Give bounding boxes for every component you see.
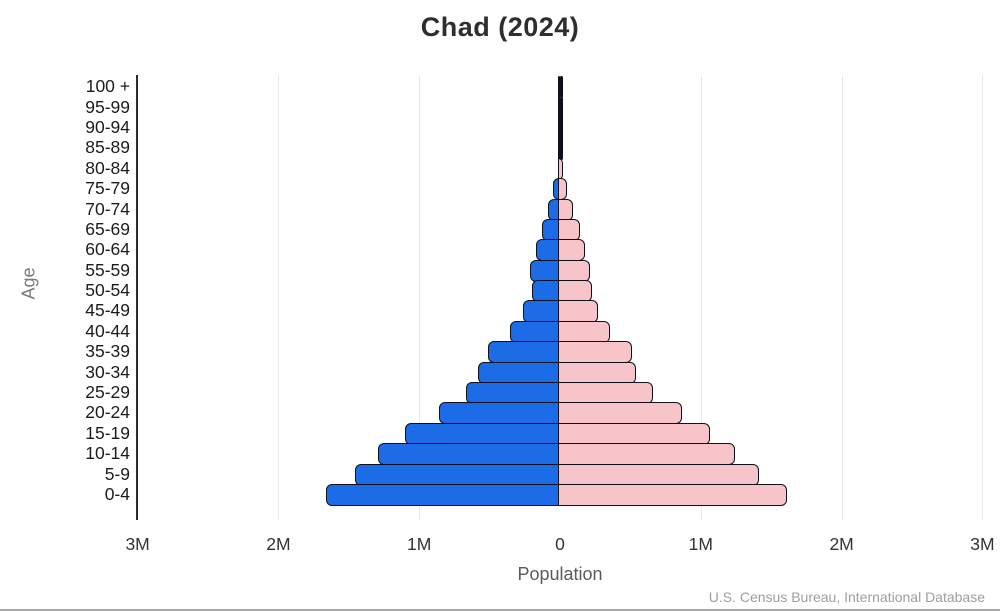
bar-female-95-99 — [560, 96, 563, 119]
bar-male-35-39 — [487, 341, 562, 364]
bar-male-25-29 — [466, 382, 562, 405]
gridline-2m — [278, 75, 280, 520]
bar-female-30-34 — [558, 361, 637, 384]
gridline-1m — [700, 75, 702, 520]
bar-male-10-14 — [378, 443, 562, 466]
age-label-80-84: 80-84 — [85, 157, 130, 178]
age-label-40-44: 40-44 — [85, 320, 130, 341]
bar-female-85-89 — [560, 137, 563, 160]
bar-female-55-59 — [558, 259, 590, 282]
bar-male-15-19 — [404, 422, 562, 445]
bar-female-45-49 — [558, 300, 598, 323]
bar-female-70-74 — [558, 198, 573, 221]
gridline-3m — [982, 75, 984, 520]
age-label-65-69: 65-69 — [85, 218, 130, 239]
bar-male-95-99 — [557, 96, 560, 119]
bar-male-40-44 — [510, 320, 562, 343]
x-tick-right-3m: 3M — [970, 534, 995, 554]
bar-male-50-54 — [531, 280, 562, 303]
x-tick-right-1m: 1M — [688, 534, 713, 554]
x-tick-left-1m: 1M — [407, 534, 432, 554]
age-label-10-14: 10-14 — [85, 443, 130, 464]
age-label-90-94: 90-94 — [85, 117, 130, 138]
x-tick-0m: 0 — [555, 534, 565, 554]
y-axis-line — [136, 75, 138, 520]
gridline-2m — [841, 75, 843, 520]
age-label-25-29: 25-29 — [85, 382, 130, 402]
age-label-75-79: 75-79 — [85, 178, 130, 199]
age-label-100: 100 + — [85, 76, 130, 97]
bar-female-80-84 — [558, 157, 564, 180]
bar-male-55-59 — [529, 259, 562, 282]
x-tick-left-3m: 3M — [125, 534, 150, 554]
bar-female-100 — [560, 76, 563, 99]
bar-male-30-34 — [478, 361, 562, 384]
bar-male-45-49 — [523, 300, 562, 323]
bar-male-85-89 — [557, 137, 560, 160]
age-label-45-49: 45-49 — [85, 300, 130, 321]
bar-female-5-9 — [558, 463, 759, 486]
bar-female-90-94 — [560, 117, 563, 140]
bar-female-0-4 — [558, 483, 787, 506]
x-tick-right-2m: 2M — [829, 534, 854, 554]
bar-female-15-19 — [558, 422, 710, 445]
x-tick-left-2m: 2M — [266, 534, 291, 554]
age-label-15-19: 15-19 — [85, 422, 130, 443]
age-label-85-89: 85-89 — [85, 137, 130, 158]
bar-male-5-9 — [354, 463, 562, 486]
bottom-divider-line — [0, 609, 1000, 611]
bar-female-35-39 — [558, 341, 632, 364]
age-label-50-54: 50-54 — [85, 280, 130, 301]
bar-male-20-24 — [438, 402, 562, 425]
chart-title: Chad (2024) — [420, 12, 580, 42]
bar-female-50-54 — [558, 280, 592, 303]
source-attribution: U.S. Census Bureau, International Databa… — [708, 589, 985, 605]
bar-female-20-24 — [558, 402, 682, 425]
bar-female-40-44 — [558, 320, 611, 343]
bar-female-10-14 — [558, 443, 735, 466]
x-axis-title: Population — [517, 564, 603, 584]
age-label-5-9: 5-9 — [104, 463, 130, 484]
bar-female-65-69 — [558, 218, 580, 242]
age-label-55-59: 55-59 — [85, 259, 130, 280]
bar-female-25-29 — [558, 382, 654, 405]
bar-male-0-4 — [325, 483, 562, 506]
age-label-30-34: 30-34 — [85, 361, 130, 382]
age-label-60-64: 60-64 — [85, 239, 130, 260]
age-label-35-39: 35-39 — [85, 341, 130, 362]
bar-female-60-64 — [558, 239, 586, 262]
age-label-20-24: 20-24 — [85, 402, 130, 423]
age-label-95-99: 95-99 — [85, 96, 130, 117]
bar-female-75-79 — [558, 178, 568, 201]
age-label-70-74: 70-74 — [85, 198, 130, 219]
gridline-1m — [419, 75, 421, 520]
bar-male-90-94 — [557, 117, 560, 140]
age-label-0-4: 0-4 — [104, 483, 130, 504]
bar-male-100 — [557, 76, 560, 99]
